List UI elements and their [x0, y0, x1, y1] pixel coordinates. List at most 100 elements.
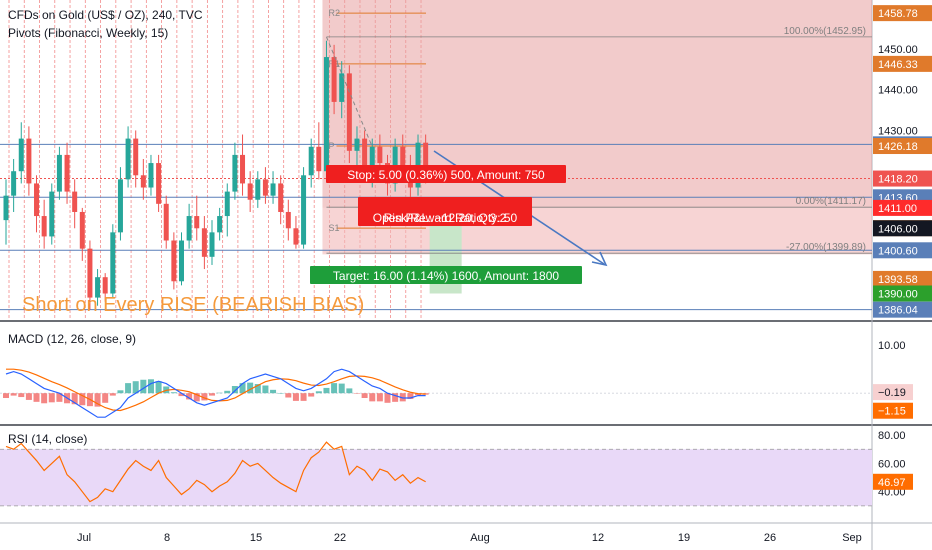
pnl-label: Open P&L: −12.20, Qty: 50 [373, 211, 518, 225]
time-axis-label: 8 [164, 532, 170, 544]
price-axis-badge [873, 5, 932, 22]
price-axis-label: 1458.78 [878, 8, 918, 20]
candle-body [171, 240, 177, 282]
macd-value-badge [873, 384, 913, 401]
candle-body [240, 154, 246, 184]
candle-body [323, 57, 329, 172]
candle-body [423, 142, 429, 176]
macd-histogram-bar [132, 381, 139, 394]
stop-label-bg [326, 165, 566, 183]
rsi-axis-label: 60.00 [878, 458, 906, 470]
price-axis-label: 1390.00 [878, 289, 918, 301]
macd-histogram-bar [262, 385, 269, 394]
price-axis-badge [873, 301, 932, 318]
price-axis-badge [873, 285, 932, 302]
candle-body [301, 175, 307, 245]
candle-body [354, 138, 360, 151]
price-axis-badge [873, 55, 932, 72]
pivots-indicator-title: Pivots (Fibonacci, Weekly, 15) [8, 26, 169, 40]
candle-body [117, 179, 123, 233]
candle-body [262, 179, 268, 196]
candle-body [178, 240, 184, 282]
macd-histogram-bar [71, 393, 78, 405]
macd-histogram-bar [407, 393, 414, 399]
macd-histogram-bar [353, 393, 360, 394]
macd-histogram-bar [140, 379, 147, 394]
macd-histogram-bar [117, 390, 124, 394]
pivot-label: P [328, 141, 334, 151]
candle-body [209, 232, 215, 257]
candle-body [255, 179, 261, 200]
candle-body [316, 146, 322, 172]
pivot-label: S1 [328, 223, 339, 233]
macd-histogram-bar [102, 393, 109, 403]
price-axis-badge [873, 138, 932, 155]
macd-histogram-bar [25, 393, 32, 400]
macd-histogram-bar [247, 382, 254, 394]
price-axis-label: 1426.18 [878, 141, 918, 153]
macd-histogram-bar [94, 393, 101, 407]
time-axis-label: 26 [764, 532, 776, 544]
time-axis-label: 22 [334, 532, 346, 544]
candle-body [369, 146, 375, 168]
candle-body [156, 163, 162, 204]
candle-body [140, 175, 146, 188]
rsi-band [0, 449, 872, 506]
trend-dashed-line [325, 36, 373, 147]
time-axis-label: Sep [842, 532, 862, 544]
candle-body [72, 191, 78, 212]
candle-body [34, 183, 40, 217]
annotation-text: Short on Every RISE (BEARISH BIAS) [22, 294, 364, 316]
target-label-bg [310, 266, 582, 284]
price-axis-label: 1450.00 [878, 44, 918, 56]
candle-body [64, 154, 70, 192]
candle-body [362, 138, 368, 168]
macd-histogram-bar [308, 393, 315, 397]
price-axis-label: 1446.33 [878, 59, 918, 71]
price-axis-label: 1430.00 [878, 125, 918, 137]
macd-histogram-bar [270, 389, 277, 394]
macd-histogram-bar [376, 393, 383, 402]
macd-histogram-bar [79, 393, 86, 406]
macd-line [5, 368, 426, 418]
macd-histogram-bar [285, 393, 292, 398]
macd-histogram-bar [147, 379, 154, 394]
candle-body [331, 57, 337, 102]
candle-body [377, 146, 383, 164]
fib-level-label: 0.00%(1411.17) [796, 196, 866, 207]
macd-signal-line [6, 368, 426, 412]
candle-body [285, 211, 291, 229]
macd-histogram-bar [178, 393, 185, 397]
macd-value-badge [873, 402, 913, 419]
macd-histogram-bar [331, 383, 338, 394]
candle-body [95, 277, 101, 298]
candle-body [201, 228, 207, 257]
macd-histogram-bar [224, 390, 231, 394]
candle-body [163, 203, 169, 241]
price-axis-label: 1386.04 [878, 305, 918, 317]
target-label: Target: 16.00 (1.14%) 1600, Amount: 1800 [333, 269, 559, 283]
rsi-title: RSI (14, close) [8, 432, 87, 446]
macd-histogram-bar [231, 386, 238, 394]
macd-histogram-bar [33, 393, 40, 402]
macd-histogram-bar [109, 393, 116, 396]
macd-histogram-bar [209, 393, 216, 396]
price-axis-label: 1400.60 [878, 245, 918, 257]
price-axis-badge [873, 242, 932, 259]
macd-histogram-bar [346, 388, 353, 394]
macd-histogram-bar [292, 393, 299, 401]
candle-body [102, 277, 108, 294]
time-axis-label: Jul [77, 532, 91, 544]
candle-body [346, 73, 352, 151]
macd-histogram-bar [239, 383, 246, 394]
macd-histogram-bar [125, 383, 132, 394]
price-axis-badge [873, 199, 932, 216]
macd-histogram-bar [338, 383, 345, 394]
macd-histogram-bar [369, 393, 376, 402]
candle-body [186, 216, 192, 241]
rsi-value-label: 46.97 [878, 477, 906, 489]
macd-histogram-bar [392, 393, 399, 402]
candle-body [87, 248, 93, 298]
time-axis-label: 12 [592, 532, 604, 544]
